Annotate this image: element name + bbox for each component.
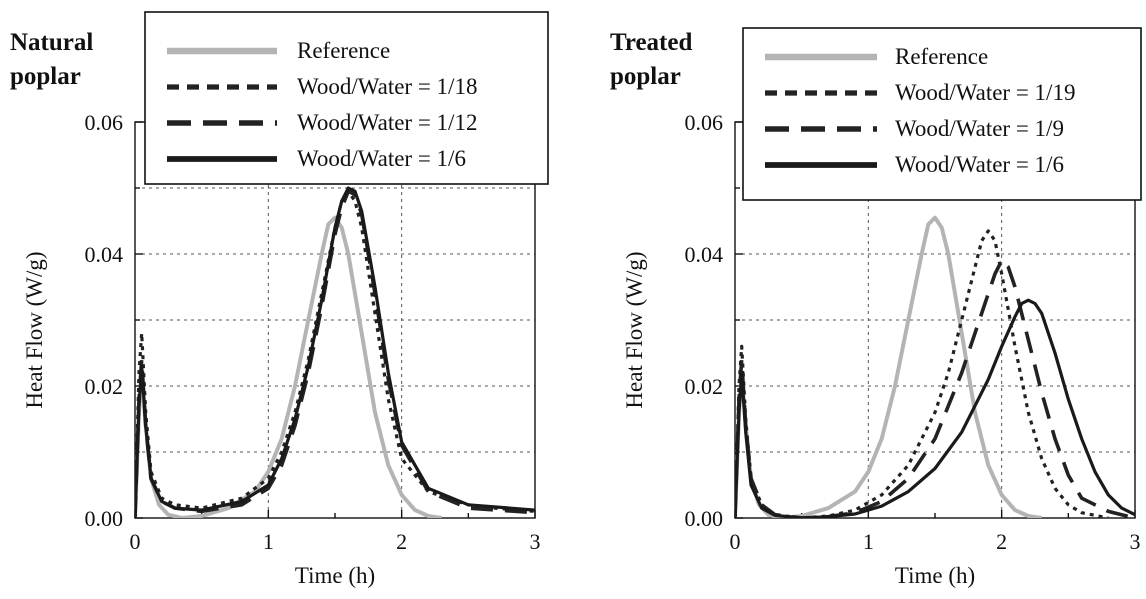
legend-label: Reference (297, 38, 390, 63)
chart-panel-1: 0.00 0.02 0.04 0.06 0 1 2 3 Time (h) Heat Flow (W… (10, 11, 549, 588)
x-axis-label: Time (h) (895, 563, 975, 588)
y-tick-label: 0.06 (85, 110, 124, 135)
panel-title: poplar (610, 63, 681, 90)
y-tick-label: 0.00 (685, 506, 724, 531)
y-tick-label: 0.02 (685, 374, 724, 399)
legend-label: Wood/Water = 1/9 (895, 116, 1064, 141)
x-tick-label: 0 (130, 529, 141, 554)
x-tick-label: 3 (1130, 529, 1141, 554)
panel-title: Natural (10, 29, 93, 56)
y-tick-label: 0.02 (85, 374, 124, 399)
legend-label: Wood/Water = 1/12 (297, 110, 477, 135)
series-line-1 (135, 215, 442, 518)
y-tick-label: 0.04 (85, 242, 124, 267)
x-tick-label: 1 (863, 529, 874, 554)
series-line-2 (735, 229, 1109, 518)
series-line-2 (135, 189, 535, 518)
x-axis-label: Time (h) (295, 563, 375, 588)
series-line-1 (735, 215, 1042, 518)
chart-panel-2: 0.00 0.02 0.04 0.06 0 1 2 3 Time (h) Heat Flow (W… (610, 27, 1142, 588)
legend-label: Reference (895, 44, 988, 69)
x-tick-label: 3 (530, 529, 541, 554)
series-line-3 (735, 258, 1135, 518)
panel-title: Treated (610, 29, 692, 56)
legend-label: Wood/Water = 1/6 (297, 146, 466, 171)
series-line-3 (135, 189, 535, 518)
y-tick-label: 0.00 (85, 506, 124, 531)
legend-label: Wood/Water = 1/6 (895, 152, 1064, 177)
series-line-4 (735, 298, 1135, 518)
legend-box (144, 11, 549, 185)
series-line-4 (135, 186, 535, 518)
x-tick-label: 1 (263, 529, 274, 554)
y-tick-label: 0.06 (685, 110, 724, 135)
x-tick-label: 2 (396, 529, 407, 554)
legend: Reference Wood/Water = 1/19 Wood/Water = 1… (742, 27, 1142, 201)
legend-label: Wood/Water = 1/19 (895, 80, 1075, 105)
x-tick-label: 2 (996, 529, 1007, 554)
y-axis-label: Heat Flow (W/g) (22, 251, 47, 408)
x-tick-label: 0 (730, 529, 741, 554)
legend-label: Wood/Water = 1/18 (297, 74, 477, 99)
legend: Reference Wood/Water = 1/18 Wood/Water = 1… (144, 11, 549, 185)
y-axis-label: Heat Flow (W/g) (622, 251, 647, 408)
y-tick-label: 0.04 (685, 242, 724, 267)
panel-title: poplar (10, 63, 81, 90)
